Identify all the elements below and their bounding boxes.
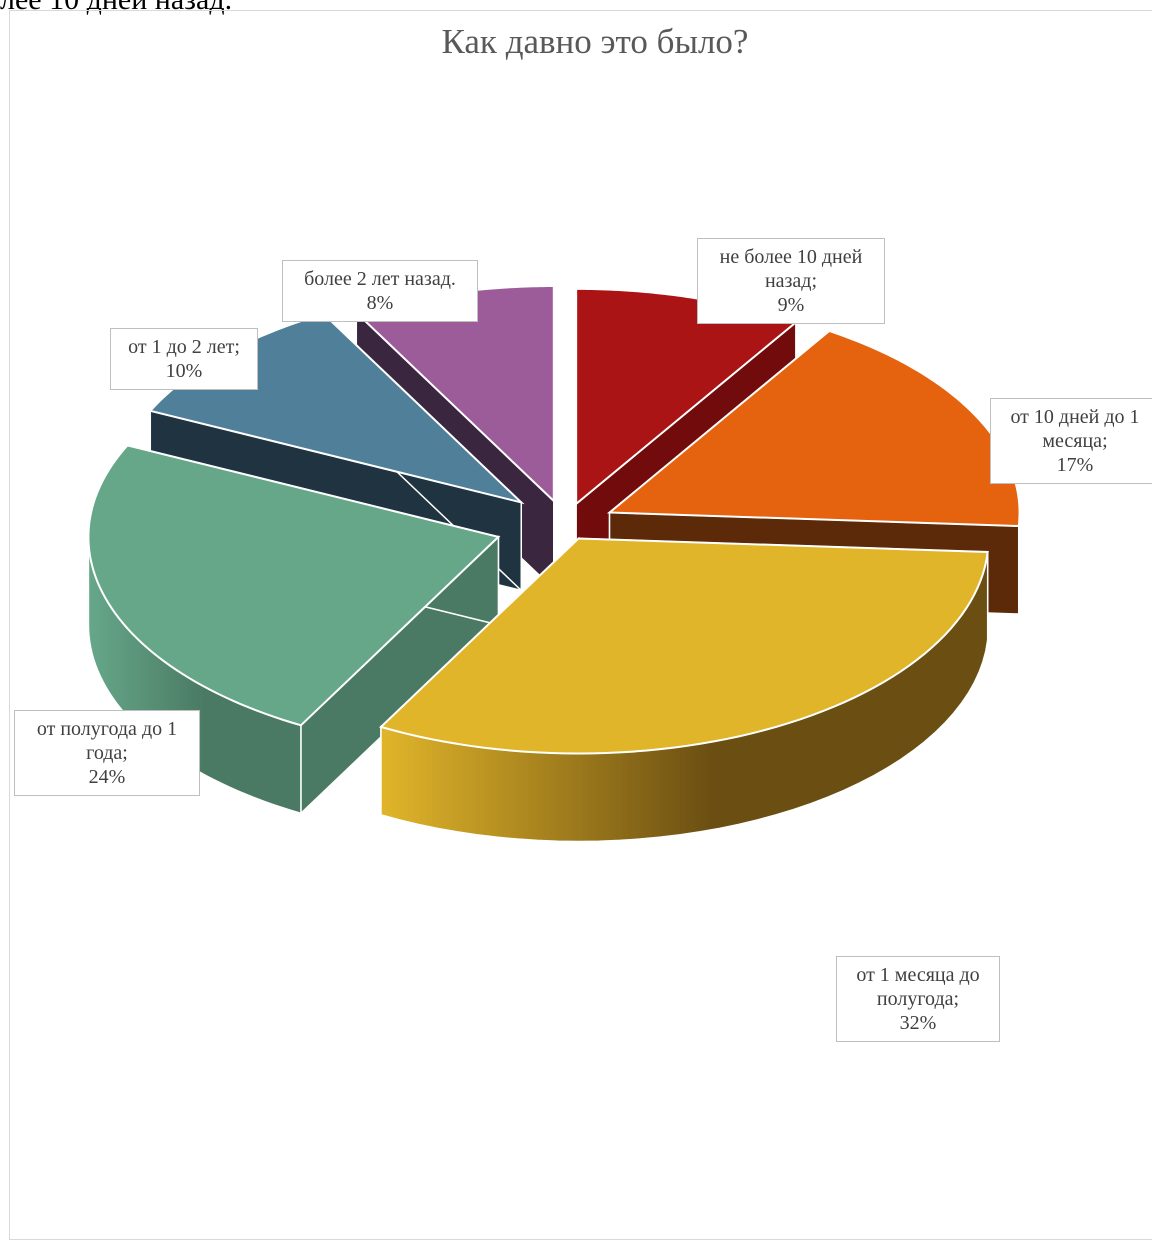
data-label-category: от полугода до 1: [36, 718, 178, 740]
data-label-value: 32%: [899, 1012, 937, 1034]
data-label-5: от 1 до 2 лет; 10%: [110, 328, 258, 390]
data-label-2: от 10 дней до 1 месяца; 17%: [990, 398, 1152, 484]
data-label-category: назад;: [764, 270, 818, 292]
data-label-category: от 10 дней до 1: [1010, 406, 1140, 428]
chart-title: Как давно это было?: [441, 22, 749, 61]
data-label-value: 9%: [777, 294, 805, 316]
data-label-value: 24%: [88, 766, 126, 788]
data-label-category: полугода;: [876, 988, 960, 1010]
data-label-value: 10%: [165, 360, 203, 382]
data-label-1: не более 10 дней назад; 9%: [697, 238, 885, 324]
data-label-category: от 1 месяца до: [856, 964, 980, 986]
data-label-category: более 2 лет назад.: [304, 268, 456, 290]
data-label-4: от полугода до 1 года; 24%: [14, 710, 200, 796]
pie-slice-3: [379, 536, 989, 843]
data-label-category: года;: [86, 742, 128, 764]
data-label-value: 17%: [1056, 454, 1094, 476]
slice-top-3: [379, 537, 989, 755]
data-label-category: не более 10 дней: [719, 246, 863, 268]
pie-slice-4: [87, 444, 501, 816]
top-text-fragment: лее 10 дней назад.: [0, 0, 232, 18]
data-label-3: от 1 месяца до полугода; 32%: [836, 956, 1000, 1042]
slice-top-2: [606, 329, 1021, 528]
data-label-6: более 2 лет назад. 8%: [282, 260, 478, 322]
slice-side-2: [1017, 512, 1021, 615]
data-label-category: месяца;: [1042, 430, 1108, 452]
data-label-category: от 1 до 2 лет;: [128, 336, 240, 358]
data-label-value: 8%: [366, 292, 394, 314]
slice-top-4: [87, 444, 501, 727]
